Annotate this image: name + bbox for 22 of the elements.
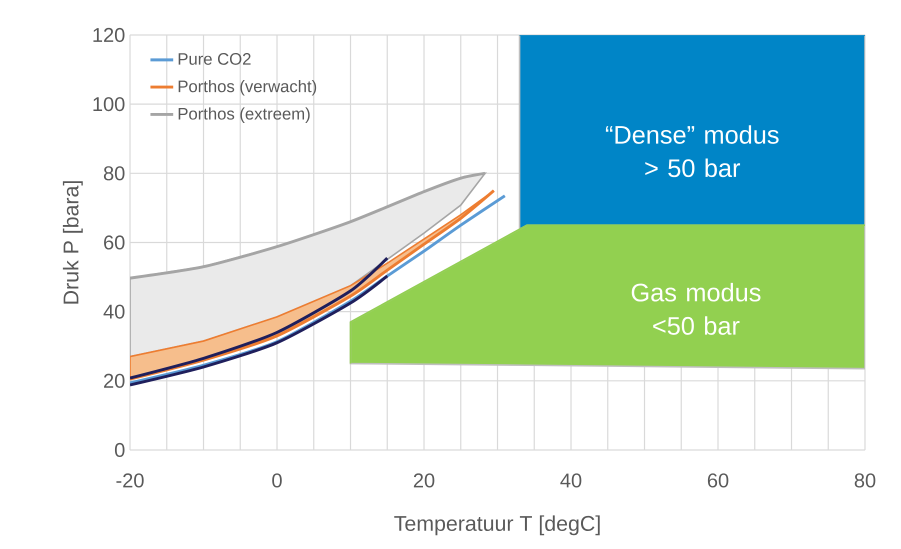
legend-label: Porthos (verwacht) <box>178 80 316 96</box>
x-tick-label: -20 <box>116 473 144 488</box>
y-tick-label: 120 <box>93 28 124 42</box>
y-tick-label: 100 <box>93 97 124 112</box>
y-tick-label: 60 <box>104 235 124 250</box>
annotation: “Dense” modus > 50 bar <box>606 125 779 178</box>
legend-label: Pure CO2 <box>178 53 251 65</box>
x-tick-label: 20 <box>414 473 434 488</box>
x-tick-label: 0 <box>272 473 282 488</box>
annotation: Gas modus <50 bar <box>632 282 760 335</box>
y-axis-title: Druk P [bara] <box>62 181 83 304</box>
line-series <box>130 256 389 380</box>
line-series <box>130 274 389 386</box>
y-tick-label: 20 <box>104 374 124 388</box>
y-tick-label: 40 <box>104 304 124 319</box>
y-tick-label: 0 <box>114 442 124 458</box>
x-tick-label: 40 <box>560 473 582 488</box>
legend-label: Porthos (extreem) <box>178 107 310 123</box>
y-tick-label: 80 <box>104 166 124 180</box>
x-tick-label: 60 <box>708 473 728 488</box>
x-tick-label: 80 <box>854 473 876 488</box>
x-axis-title: Temperatuur T [degC] <box>394 515 600 536</box>
